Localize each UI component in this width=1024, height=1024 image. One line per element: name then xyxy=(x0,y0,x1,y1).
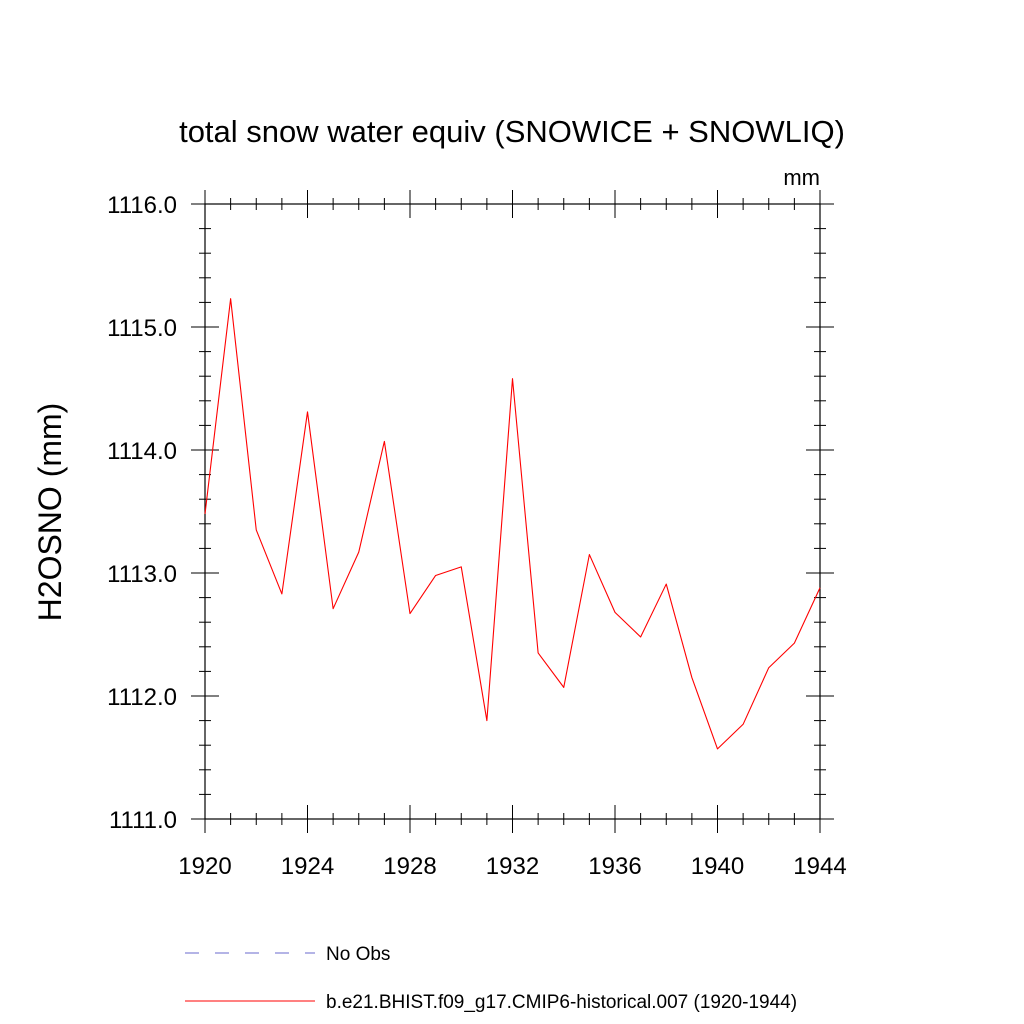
y-tick-label: 1111.0 xyxy=(109,807,177,834)
y-tick-label: 1114.0 xyxy=(107,438,177,465)
x-tick-label: 1920 xyxy=(178,853,231,880)
plot-frame xyxy=(204,203,821,820)
chart-title: total snow water equiv (SNOWICE + SNOWLI… xyxy=(179,114,845,149)
legend-label-historical: b.e21.BHIST.f09_g17.CMIP6-historical.007… xyxy=(326,992,797,1013)
x-tick-labels: 1920 1924 1928 1932 1936 1940 1944 xyxy=(178,853,846,880)
axis-ticks xyxy=(191,190,834,833)
series-layer xyxy=(204,298,821,750)
legend-label-no-obs: No Obs xyxy=(326,944,390,965)
units-label: mm xyxy=(783,165,820,190)
x-tick-label: 1932 xyxy=(486,853,539,880)
y-axis-label: H2OSNO (mm) xyxy=(32,403,68,622)
x-tick-label: 1924 xyxy=(281,853,334,880)
y-tick-label: 1116.0 xyxy=(107,192,177,219)
x-tick-label: 1944 xyxy=(793,853,846,880)
y-tick-label: 1113.0 xyxy=(107,561,177,588)
x-tick-label: 1936 xyxy=(588,853,641,880)
legend: No Obs b.e21.BHIST.f09_g17.CMIP6-histori… xyxy=(185,944,797,1013)
x-tick-label: 1940 xyxy=(691,853,744,880)
series-line xyxy=(204,298,821,750)
x-tick-label: 1928 xyxy=(383,853,436,880)
y-tick-labels: 1111.0 1112.0 1113.0 1114.0 1115.0 1116.0 xyxy=(107,192,177,834)
y-tick-label: 1112.0 xyxy=(107,684,177,711)
y-tick-label: 1115.0 xyxy=(107,315,177,342)
